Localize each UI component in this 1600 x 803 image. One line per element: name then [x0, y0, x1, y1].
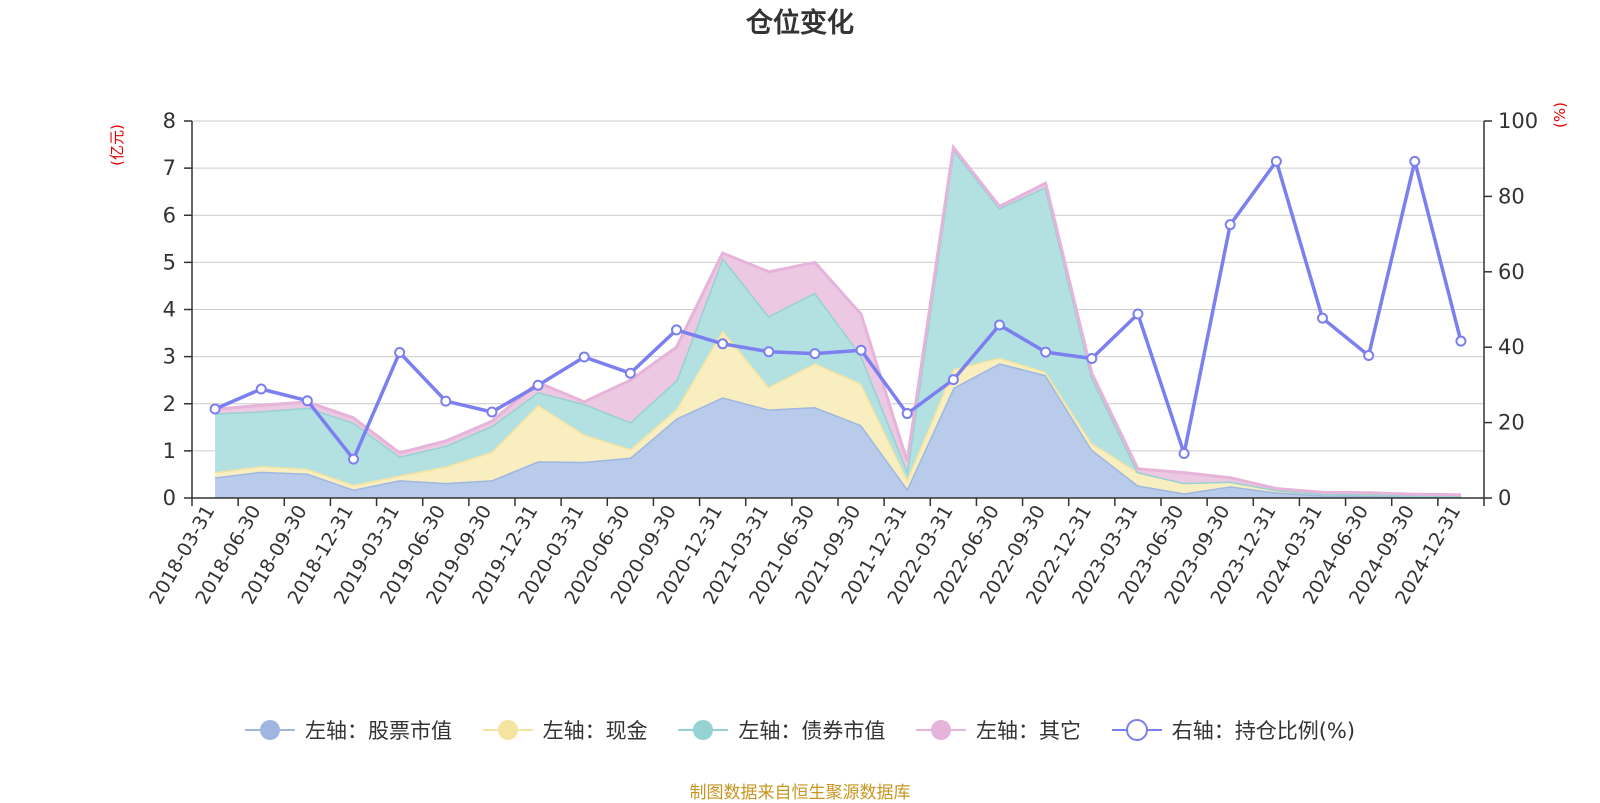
legend-label: 左轴：其它	[976, 719, 1082, 743]
stacked-areas	[214, 143, 1461, 499]
left-tick-label: 5	[163, 250, 176, 274]
legend-item-other[interactable]: 左轴：其它	[916, 715, 1081, 745]
ratio-point	[1270, 155, 1282, 167]
legend-item-bond[interactable]: 左轴：债券市值	[678, 715, 885, 745]
ratio-point	[994, 319, 1005, 331]
right-tick-label: 20	[1498, 411, 1525, 435]
ratio-point	[209, 403, 221, 415]
legend-item-ratio[interactable]: 右轴：持仓比例(%)	[1111, 715, 1356, 745]
ratio-point	[532, 379, 544, 391]
right-tick-label: 60	[1498, 260, 1525, 284]
ratio-point	[624, 367, 636, 379]
ratio-point	[1455, 335, 1467, 347]
ratio-point	[1086, 353, 1098, 365]
ratio-point	[578, 351, 590, 363]
ratio-point	[855, 344, 867, 356]
legend-item-stock[interactable]: 左轴：股票市值	[244, 715, 452, 745]
ratio-point	[301, 395, 313, 407]
legend-item-cash[interactable]: 左轴：现金	[482, 715, 648, 745]
ratio-point	[809, 348, 821, 360]
legend: 左轴：股票市值 左轴：现金 左轴：债券市值 左轴：其它 右轴：持仓比例(%)	[0, 715, 1600, 747]
ratio-point	[901, 408, 913, 420]
ratio-point	[1040, 346, 1052, 358]
ratio-point	[348, 453, 359, 465]
right-tick-label: 80	[1498, 184, 1525, 208]
right-axis-unit: (%)	[1551, 102, 1569, 128]
ratio-point	[1409, 155, 1421, 167]
left-tick-label: 8	[163, 109, 176, 133]
ratio-point	[717, 338, 729, 350]
legend-label: 右轴：持仓比例(%)	[1171, 719, 1356, 743]
area-band	[215, 363, 1461, 498]
area-band	[215, 147, 1461, 496]
ratio-line	[209, 155, 1467, 465]
ratio-line-path	[214, 159, 1463, 461]
left-tick-label: 0	[163, 486, 176, 510]
source-note: 制图数据来自恒生聚源数据库	[689, 783, 911, 803]
legend-label: 左轴：现金	[542, 719, 648, 743]
left-tick-label: 4	[163, 298, 176, 322]
left-tick-label: 3	[163, 345, 176, 369]
ratio-point	[763, 346, 775, 358]
chart-title: 仓位变化	[745, 7, 854, 39]
ratio-point	[1178, 448, 1190, 460]
ratio-point	[255, 383, 267, 395]
right-tick-label: 0	[1498, 486, 1511, 510]
ratio-point	[947, 374, 959, 386]
area-edge	[214, 143, 1461, 497]
left-tick-label: 6	[163, 203, 176, 227]
legend-label: 左轴：债券市值	[738, 719, 886, 743]
left-tick-label: 1	[163, 439, 176, 463]
ratio-point	[1317, 312, 1328, 324]
ratio-point	[1224, 219, 1236, 231]
legend-label: 左轴：股票市值	[304, 719, 452, 743]
ratio-point	[440, 395, 452, 407]
left-tick-label: 7	[163, 156, 176, 180]
ratio-point	[1132, 308, 1144, 320]
left-axis-unit: (亿元)	[108, 124, 126, 166]
ratio-point	[671, 324, 682, 336]
ratio-point	[394, 346, 406, 358]
area-band	[215, 149, 1461, 496]
area-band	[215, 330, 1461, 497]
right-tick-label: 100	[1498, 109, 1538, 133]
ratio-point	[1363, 349, 1375, 361]
ratio-point	[486, 406, 498, 418]
left-tick-label: 2	[163, 392, 176, 416]
right-tick-label: 40	[1498, 335, 1525, 359]
